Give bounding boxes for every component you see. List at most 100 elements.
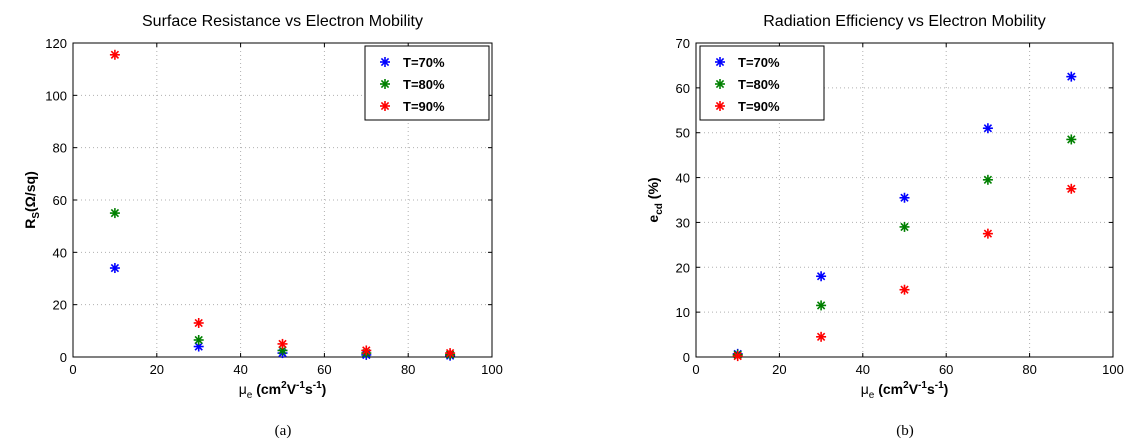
marker-stroke bbox=[816, 301, 826, 310]
y-tick-label: 0 bbox=[60, 350, 67, 365]
marker-stroke bbox=[715, 79, 725, 89]
marker-stroke bbox=[380, 79, 390, 89]
data-point-b-s0-3 bbox=[982, 123, 993, 134]
legend-label: T=70% bbox=[738, 55, 780, 70]
marker-stroke bbox=[983, 124, 993, 133]
y-tick-label: 40 bbox=[53, 245, 67, 260]
data-point-a-s1-2 bbox=[277, 345, 288, 356]
axes-frame bbox=[695, 42, 1114, 358]
y-tick-label: 0 bbox=[683, 350, 690, 365]
chart-title: Surface Resistance vs Electron Mobility bbox=[142, 13, 423, 30]
data-point-b-s1-4 bbox=[1066, 134, 1077, 145]
legend: T=70% T=80% T=90% bbox=[364, 45, 490, 121]
marker-stroke bbox=[816, 272, 826, 281]
x-tick-label: 80 bbox=[401, 362, 415, 377]
data-point-a-s0-1 bbox=[193, 341, 204, 352]
data-point-a-s2-3 bbox=[361, 345, 372, 356]
y-axis-label: ecd (%) bbox=[645, 177, 665, 222]
legend-label: T=80% bbox=[403, 77, 445, 92]
y-axis-label: RS(Ω/sq) bbox=[22, 171, 42, 229]
x-axis-label: μe (cm2V-1s-1) bbox=[861, 380, 949, 401]
x-tick-label: 0 bbox=[69, 362, 76, 377]
legend-label: T=70% bbox=[403, 55, 445, 70]
y-tick-label: 30 bbox=[676, 215, 690, 230]
legend-marker bbox=[380, 79, 390, 89]
y-tick-label: 10 bbox=[676, 305, 690, 320]
marker-stroke bbox=[733, 351, 742, 361]
marker-stroke bbox=[278, 346, 287, 355]
marker-stroke bbox=[194, 342, 203, 351]
x-tick-label: 60 bbox=[317, 362, 331, 377]
data-point-b-s1-3 bbox=[982, 174, 993, 185]
y-tick-label: 60 bbox=[676, 81, 690, 96]
x-tick-label: 20 bbox=[150, 362, 164, 377]
x-tick-label: 60 bbox=[939, 362, 953, 377]
data-point-b-s0-2 bbox=[899, 192, 910, 203]
y-tick-label: 100 bbox=[45, 88, 67, 103]
marker-stroke bbox=[362, 346, 371, 355]
marker-stroke bbox=[380, 57, 390, 67]
y-tick-label: 120 bbox=[45, 36, 67, 51]
marker-stroke bbox=[715, 101, 725, 111]
y-tick-label: 70 bbox=[676, 36, 690, 51]
x-tick-label: 80 bbox=[1022, 362, 1036, 377]
chart-radiation-efficiency: 0 20 40 60 80 100 0 10 20 30 40 50 60 70 Radiation Eff… bbox=[645, 13, 1124, 439]
figure-caption: (a) bbox=[275, 423, 292, 439]
legend-marker bbox=[715, 57, 725, 67]
marker-stroke bbox=[715, 57, 725, 67]
y-tick-label: 60 bbox=[53, 193, 67, 208]
marker-stroke bbox=[194, 318, 203, 328]
data-point-b-s2-2 bbox=[899, 284, 910, 295]
marker-stroke bbox=[110, 263, 120, 273]
marker-stroke bbox=[1067, 184, 1076, 193]
data-point-a-s2-2 bbox=[277, 338, 288, 349]
data-point-b-s2-1 bbox=[816, 331, 827, 342]
y-tick-label: 40 bbox=[676, 171, 690, 186]
chart-surface-resistance: 0 20 40 60 80 100 0 20 40 60 80 100 120 Surface Resis… bbox=[22, 13, 503, 439]
data-point-a-s1-0 bbox=[109, 208, 120, 219]
y-tick-label: 50 bbox=[676, 126, 690, 141]
y-tick-label: 20 bbox=[53, 298, 67, 313]
data-point-b-s1-1 bbox=[816, 300, 827, 311]
marker-stroke bbox=[1067, 135, 1076, 144]
x-tick-label: 40 bbox=[856, 362, 870, 377]
y-tick-label: 20 bbox=[676, 260, 690, 275]
data-point-a-s2-0 bbox=[109, 49, 120, 60]
marker-stroke bbox=[110, 208, 120, 218]
legend-marker bbox=[380, 57, 390, 67]
x-tick-label: 40 bbox=[233, 362, 247, 377]
legend-label: T=80% bbox=[738, 77, 780, 92]
data-point-b-s2-4 bbox=[1066, 183, 1077, 194]
marker-stroke bbox=[900, 222, 909, 232]
marker-stroke bbox=[900, 285, 909, 294]
data-point-a-s1-1 bbox=[193, 334, 204, 345]
data-point-b-s1-2 bbox=[899, 221, 910, 232]
x-tick-label: 100 bbox=[1102, 362, 1124, 377]
marker-stroke bbox=[110, 50, 120, 59]
data-point-b-s2-3 bbox=[982, 228, 993, 239]
marker-stroke bbox=[816, 332, 826, 341]
marker-stroke bbox=[900, 193, 909, 202]
data-point-a-s2-1 bbox=[193, 317, 204, 328]
figure-caption: (b) bbox=[896, 423, 914, 439]
legend: T=70% T=80% T=90% bbox=[699, 45, 825, 121]
marker-stroke bbox=[380, 101, 390, 111]
x-axis-label: μe (cm2V-1s-1) bbox=[239, 380, 327, 401]
x-tick-label: 100 bbox=[481, 362, 503, 377]
marker-stroke bbox=[194, 335, 203, 345]
data-point-b-s2-0 bbox=[732, 351, 743, 362]
x-tick-label: 0 bbox=[692, 362, 699, 377]
data-point-a-s0-0 bbox=[109, 263, 120, 274]
marker-stroke bbox=[278, 339, 287, 349]
data-point-b-s0-1 bbox=[816, 271, 827, 282]
marker-stroke bbox=[445, 348, 455, 358]
y-tick-label: 80 bbox=[53, 141, 67, 156]
marker-stroke bbox=[983, 175, 993, 184]
chart-title: Radiation Efficiency vs Electron Mobilit… bbox=[763, 13, 1046, 30]
legend-label: T=90% bbox=[738, 99, 780, 114]
marker-stroke bbox=[1067, 72, 1076, 81]
legend-label: T=90% bbox=[403, 99, 445, 114]
data-point-b-s0-4 bbox=[1066, 71, 1077, 82]
legend-marker bbox=[715, 101, 725, 111]
